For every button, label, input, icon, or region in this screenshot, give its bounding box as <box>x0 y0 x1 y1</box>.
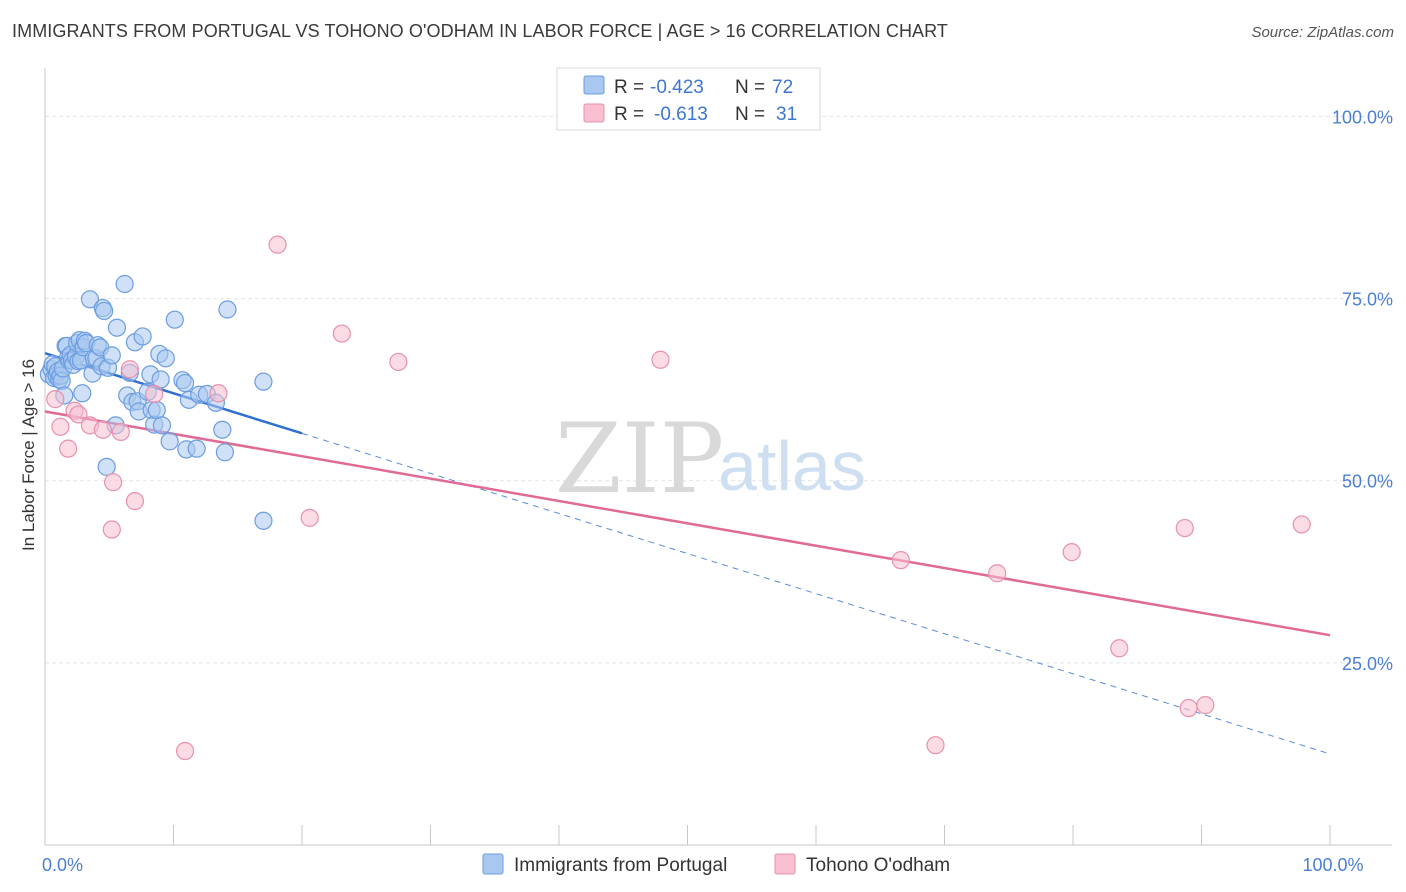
data-point-tohono <box>175 741 195 761</box>
trend-lines-tohono <box>44 410 1331 637</box>
data-point-portugal <box>175 373 195 393</box>
data-point-tohono <box>209 384 228 403</box>
legend-r-label-2: R = <box>614 104 644 125</box>
chart-title: IMMIGRANTS FROM PORTUGAL VS TOHONO O'ODH… <box>12 21 949 41</box>
watermark-zip: ZIP <box>555 403 724 515</box>
data-point-portugal <box>165 310 184 329</box>
legend-swatch-portugal <box>482 853 504 875</box>
data-point-portugal <box>156 349 175 368</box>
legend-bottom: Immigrants from Portugal Tohono O'odham <box>482 853 950 876</box>
data-point-tohono <box>46 390 65 409</box>
data-point-tohono <box>988 564 1007 583</box>
legend-n-label-2: N = <box>735 104 765 125</box>
x-tick-label: 100.0% <box>1302 855 1363 875</box>
data-point-portugal <box>213 420 232 439</box>
data-point-portugal <box>102 346 121 365</box>
legend-n-value-1: 72 <box>772 77 793 98</box>
data-point-tohono <box>332 324 351 343</box>
data-point-portugal <box>147 400 166 420</box>
legend-top-swatch-tohono <box>583 103 605 123</box>
data-point-tohono <box>1110 639 1129 658</box>
data-point-portugal <box>115 274 134 294</box>
trend-line-tohono <box>44 410 1331 637</box>
y-tick-label: 50.0% <box>1342 472 1393 492</box>
legend-swatch-tohono <box>774 853 796 875</box>
y-tick-labels: 25.0% 50.0% 75.0% 100.0% <box>1332 107 1393 673</box>
data-point-tohono <box>125 492 145 511</box>
data-point-tohono <box>891 551 910 570</box>
data-point-tohono <box>145 384 164 404</box>
x-tick-labels: 0.0% 100.0% <box>42 855 1364 875</box>
legend-label-tohono: Tohono O'odham <box>806 855 950 876</box>
axes <box>44 68 1392 846</box>
data-point-portugal <box>73 384 92 403</box>
legend-r-value-2: -0.613 <box>654 104 708 125</box>
legend-r-value-1: -0.423 <box>650 77 704 98</box>
y-tick-label: 75.0% <box>1342 290 1393 310</box>
y-tick-label: 100.0% <box>1332 107 1393 127</box>
data-point-tohono <box>120 360 139 379</box>
watermark: ZIP atlas <box>555 403 866 515</box>
data-point-tohono <box>93 420 112 439</box>
data-point-tohono <box>51 417 70 436</box>
data-point-tohono <box>300 508 319 527</box>
data-point-tohono <box>69 405 88 424</box>
data-point-portugal <box>254 372 273 391</box>
data-point-tohono <box>389 352 408 372</box>
data-point-portugal <box>218 300 237 319</box>
data-point-tohono <box>926 736 945 755</box>
grid-lines <box>45 115 1392 664</box>
data-point-portugal <box>254 511 273 530</box>
data-point-tohono <box>1196 696 1215 715</box>
data-point-portugal <box>215 443 234 462</box>
data-point-tohono <box>1175 518 1194 538</box>
legend-label-portugal: Immigrants from Portugal <box>514 855 727 876</box>
legend-n-label-1: N = <box>735 77 765 98</box>
data-point-portugal <box>133 327 152 346</box>
x-tick-label: 0.0% <box>42 855 83 875</box>
data-point-portugal <box>80 290 100 309</box>
data-point-tohono <box>102 520 121 539</box>
data-point-tohono <box>104 473 123 492</box>
data-point-tohono <box>111 422 130 441</box>
data-point-tohono <box>1062 543 1081 562</box>
data-point-tohono <box>651 350 670 369</box>
legend-top-swatch-portugal <box>583 75 605 95</box>
data-point-portugal <box>95 301 114 321</box>
legend-top: R = -0.423 N = 72 R = -0.613 N = 31 <box>556 67 821 131</box>
data-point-portugal <box>152 416 172 435</box>
legend-n-value-2: 31 <box>776 104 797 125</box>
data-point-portugal <box>97 457 116 476</box>
legend-r-label-1: R = <box>614 77 644 98</box>
data-point-tohono <box>1292 515 1311 534</box>
data-point-tohono <box>1179 698 1198 718</box>
data-point-tohono <box>59 439 78 458</box>
data-point-portugal <box>160 432 179 451</box>
y-axis-title: In Labor Force | Age > 16 <box>19 359 38 551</box>
source-label: Source: ZipAtlas.com <box>1251 24 1394 41</box>
data-point-portugal <box>187 439 206 458</box>
y-tick-label: 25.0% <box>1342 654 1393 674</box>
data-point-portugal <box>107 318 127 337</box>
data-point-tohono <box>268 235 287 254</box>
points-tohono <box>46 235 1311 761</box>
watermark-atlas: atlas <box>718 427 866 505</box>
